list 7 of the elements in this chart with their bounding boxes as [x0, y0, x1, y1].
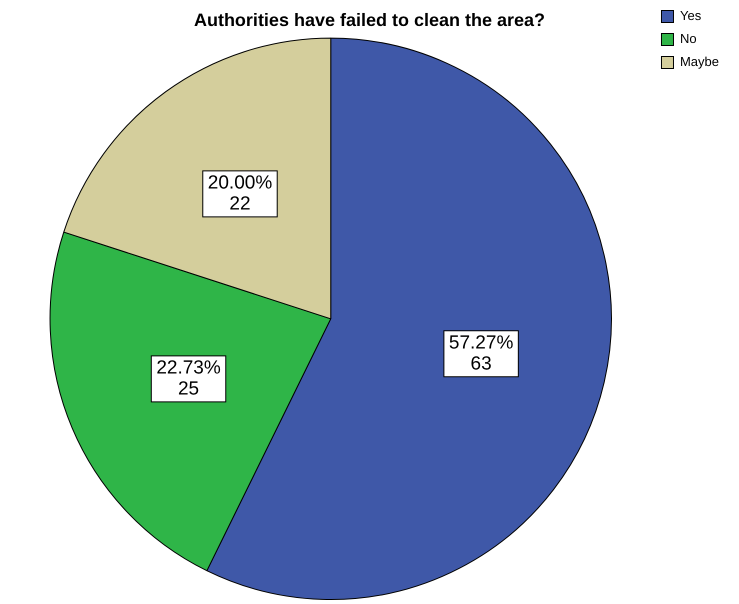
legend-label: Maybe	[680, 54, 720, 70]
legend-label: Yes	[680, 8, 702, 24]
chart-title: Authorities have failed to clean the area?	[194, 10, 546, 30]
data-label: 57.27% 63	[448, 332, 514, 374]
legend-label: No	[680, 31, 697, 46]
data-label: 20.00% 22	[208, 172, 272, 215]
data-label: 22.73% 25	[156, 358, 221, 400]
